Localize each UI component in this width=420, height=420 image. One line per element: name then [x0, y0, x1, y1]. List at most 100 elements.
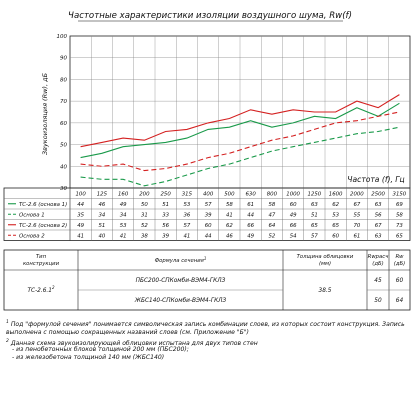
x-tick-label: 2000 — [350, 192, 364, 198]
chart-title: Частотные характеристики изоляции воздуш… — [68, 11, 352, 21]
x-tick-label: 250 — [160, 192, 171, 198]
data-label: 57 — [183, 223, 190, 229]
svg-text:Формула сечения1: Формула сечения1 — [155, 256, 207, 264]
data-label: 47 — [268, 213, 275, 219]
data-label: 73 — [396, 223, 403, 229]
data-label: 70 — [353, 223, 360, 229]
data-label: 56 — [162, 223, 169, 229]
y-tick-label: 30 — [60, 186, 67, 192]
data-label: 53 — [332, 213, 339, 219]
data-label: 53 — [183, 202, 190, 208]
x-tick-label: 630 — [245, 192, 256, 198]
series-line-2 — [80, 126, 400, 187]
legend-entry: ТС-2.6 (основа 2) — [19, 223, 67, 229]
x-tick-label: 3150 — [393, 192, 407, 198]
x-tick-label: 400 — [203, 192, 214, 198]
data-label: 51 — [311, 213, 318, 219]
y-tick-label: 40 — [60, 164, 67, 170]
data-label: 58 — [396, 213, 403, 219]
x-tick-label: 1600 — [329, 192, 343, 198]
x-tick-label: 315 — [182, 192, 193, 198]
data-label: 62 — [226, 223, 233, 229]
data-label: 64 — [268, 223, 275, 229]
x-tick-label: 125 — [97, 192, 108, 198]
y-axis-label: Звукоизоляция (Rw), дБ — [41, 72, 49, 155]
data-label: 49 — [247, 234, 254, 240]
formula-cell: ЖБС140-СПКомби-ВЭМ4-ГКЛЗ — [134, 298, 227, 304]
data-label: 44 — [77, 202, 84, 208]
data-label: 57 — [311, 234, 318, 240]
data-label: 39 — [205, 213, 212, 219]
y-tick-label: 70 — [60, 99, 67, 105]
data-label: 41 — [226, 213, 233, 219]
data-label: 52 — [141, 223, 148, 229]
rw-cell: 64 — [396, 298, 404, 304]
y-tick-label: 50 — [60, 143, 67, 149]
data-label: 60 — [290, 202, 297, 208]
note-1: 1 Под "формулой сечения" понимается симв… — [6, 320, 405, 337]
data-label: 62 — [332, 202, 339, 208]
data-label: 41 — [77, 234, 84, 240]
data-label: 41 — [120, 234, 127, 240]
data-label: 54 — [290, 234, 297, 240]
data-table: 100 125 160 200 250 315 400 500 630 800 1000 1250 16… — [3, 187, 411, 241]
svg-text:Rw: Rw — [395, 254, 404, 260]
series-line-1 — [80, 102, 400, 159]
data-label: 36 — [183, 213, 190, 219]
data-label: 58 — [226, 202, 233, 208]
data-label: 49 — [120, 202, 127, 208]
x-tick-label: 200 — [139, 192, 150, 198]
svg-text:Rwрасч: Rwрасч — [368, 254, 389, 260]
data-label: 41 — [183, 234, 190, 240]
data-label: 63 — [311, 202, 318, 208]
y-tick-label: 80 — [60, 77, 67, 83]
note-2: 2 Данная схема звукоизолирующей облицовк… — [6, 339, 258, 348]
svg-text:(дБ): (дБ) — [372, 261, 383, 267]
data-label: 57 — [205, 202, 212, 208]
legend-entry: ТС-2.6 (основа 1) — [19, 202, 67, 208]
data-label: 39 — [162, 234, 169, 240]
legend-entry: Основа 2 — [19, 233, 45, 239]
x-tick-label: 1000 — [286, 192, 300, 198]
formula-cell: ПБС200-СПКомби-ВЭМ4-ГКЛЗ — [136, 278, 226, 284]
series-line-4 — [80, 111, 400, 172]
rw-cell: 60 — [396, 278, 404, 284]
svg-text:(мм): (мм) — [319, 261, 331, 267]
rw-calc-cell: 50 — [374, 298, 382, 304]
x-tick-label: 2500 — [371, 192, 385, 198]
data-label: 65 — [396, 234, 403, 240]
data-label: 67 — [375, 223, 382, 229]
x-tick-label: 500 — [224, 192, 235, 198]
x-tick-label: 1250 — [308, 192, 322, 198]
x-tick-label: 160 — [118, 192, 129, 198]
data-label: 61 — [353, 234, 360, 240]
x-tick-label: 100 — [75, 192, 86, 198]
data-label: 49 — [77, 223, 84, 229]
data-label: 60 — [332, 234, 339, 240]
y-tick-label: 60 — [60, 121, 67, 127]
data-label: 33 — [162, 213, 169, 219]
y-tick-labels: 30 40 50 60 70 80 90 100 — [57, 34, 68, 192]
data-label: 55 — [353, 213, 360, 219]
rw-calc-cell: 45 — [374, 278, 382, 284]
note-2b: - из железобетона толщиной 140 мм (ЖБС14… — [12, 354, 165, 361]
data-label: 65 — [311, 223, 318, 229]
data-label: 52 — [268, 234, 275, 240]
data-label: 46 — [226, 234, 233, 240]
x-axis-label: Частота (f), Гц — [347, 175, 404, 184]
data-label: 66 — [247, 223, 254, 229]
y-tick-label: 100 — [57, 34, 68, 40]
svg-text:Тип: Тип — [36, 254, 47, 260]
data-label: 65 — [332, 223, 339, 229]
data-label: 56 — [375, 213, 382, 219]
data-label: 34 — [98, 213, 105, 219]
data-label: 66 — [290, 223, 297, 229]
note-2a: - из пенобетонных блоков толщиной 200 мм… — [12, 346, 189, 353]
data-label: 38 — [141, 234, 148, 240]
data-label: 69 — [396, 202, 403, 208]
data-label: 46 — [98, 202, 105, 208]
chart-grid — [69, 35, 411, 189]
svg-text:(дБ): (дБ) — [394, 261, 405, 267]
